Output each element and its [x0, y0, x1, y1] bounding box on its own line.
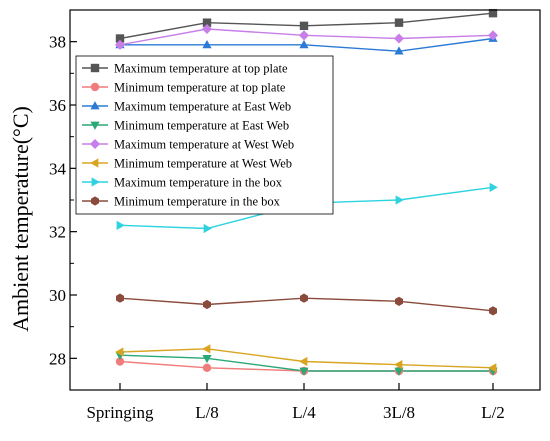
legend-layer: Maximum temperature at top plate Minimum …	[75, 55, 334, 215]
series-3-point-4	[394, 46, 404, 55]
series-1-point-2	[202, 18, 212, 27]
series-8-point-4	[394, 296, 404, 306]
legend-label-4: Minimum temperature at East Web	[114, 119, 289, 133]
series-3-point-3	[299, 40, 309, 49]
legend-label-5: Maximum temperature at West Web	[114, 138, 294, 152]
y-axis-title: Ambient temperature(°C)	[8, 106, 33, 332]
series-8-point-5	[488, 306, 498, 316]
series-6-point-5	[488, 363, 497, 373]
series-1-point-1	[115, 34, 125, 43]
series-1-point-3	[299, 21, 309, 31]
series-7-point-4	[395, 195, 404, 205]
y-tick-label-34: 34	[49, 159, 67, 178]
legend-marker-2	[90, 82, 100, 92]
y-tick-label-38: 38	[49, 33, 66, 52]
series-1-point-5	[488, 8, 498, 18]
series-7-point-2	[203, 223, 212, 234]
legend-label-7: Maximum temperature in the box	[114, 176, 283, 190]
series-5-point-2	[201, 23, 213, 35]
series-5-point-1	[114, 39, 126, 50]
series-8-point-1	[115, 293, 125, 303]
series-4-point-2	[202, 354, 212, 364]
series-6-point-1	[115, 347, 124, 357]
series-5-point-5	[487, 30, 499, 41]
series-2-point-1	[115, 357, 125, 366]
legend-marker-5	[89, 138, 101, 150]
series-7-point-1	[116, 220, 125, 230]
legend-marker-4	[90, 121, 100, 130]
series-2-point-2	[202, 363, 212, 373]
x-tick-label-1: Springing	[86, 403, 154, 422]
y-tick-label-30: 30	[49, 286, 66, 305]
series-5-point-4	[393, 33, 405, 44]
series-3-point-2	[202, 40, 212, 49]
series-7-point-5	[489, 182, 498, 192]
legend-label-6: Minimum temperature at West Web	[114, 157, 292, 171]
series-4-point-3	[299, 367, 309, 376]
legend-label-3: Maximum temperature at East Web	[114, 100, 291, 114]
series-8-point-2	[202, 299, 212, 310]
series-4-point-4	[394, 367, 404, 376]
series-6-point-4	[394, 360, 403, 370]
x-tick-label-4: 3L/8	[383, 403, 415, 422]
y-tick-label-28: 28	[49, 349, 66, 368]
legend-marker-8	[90, 196, 100, 206]
axes-layer: 28 30 32 34 36 38 Springing L/8 L/4 3L/8 L/2	[49, 9, 541, 422]
series-1-point-4	[394, 18, 404, 27]
series-6-point-3	[299, 356, 308, 367]
y-tick-label-36: 36	[49, 96, 66, 115]
legend-label-1: Maximum temperature at top plate	[114, 62, 288, 76]
legend-label-2: Minimum temperature at top plate	[114, 81, 286, 95]
legend-marker-6	[90, 158, 99, 168]
legend-box	[75, 55, 334, 215]
legend-label-8: Minimum temperature in the box	[114, 195, 281, 209]
legend-marker-1	[90, 63, 100, 73]
x-tick-label-5: L/2	[481, 403, 505, 422]
x-tick-label-3: L/4	[292, 403, 316, 422]
series-8-point-3	[299, 293, 309, 303]
series-5-point-3	[298, 30, 310, 41]
legend-marker-3	[90, 101, 100, 110]
series-6-point-2	[202, 344, 211, 354]
legend-marker-7	[91, 177, 100, 187]
x-tick-label-2: L/8	[195, 403, 219, 422]
y-tick-label-32: 32	[49, 223, 66, 242]
